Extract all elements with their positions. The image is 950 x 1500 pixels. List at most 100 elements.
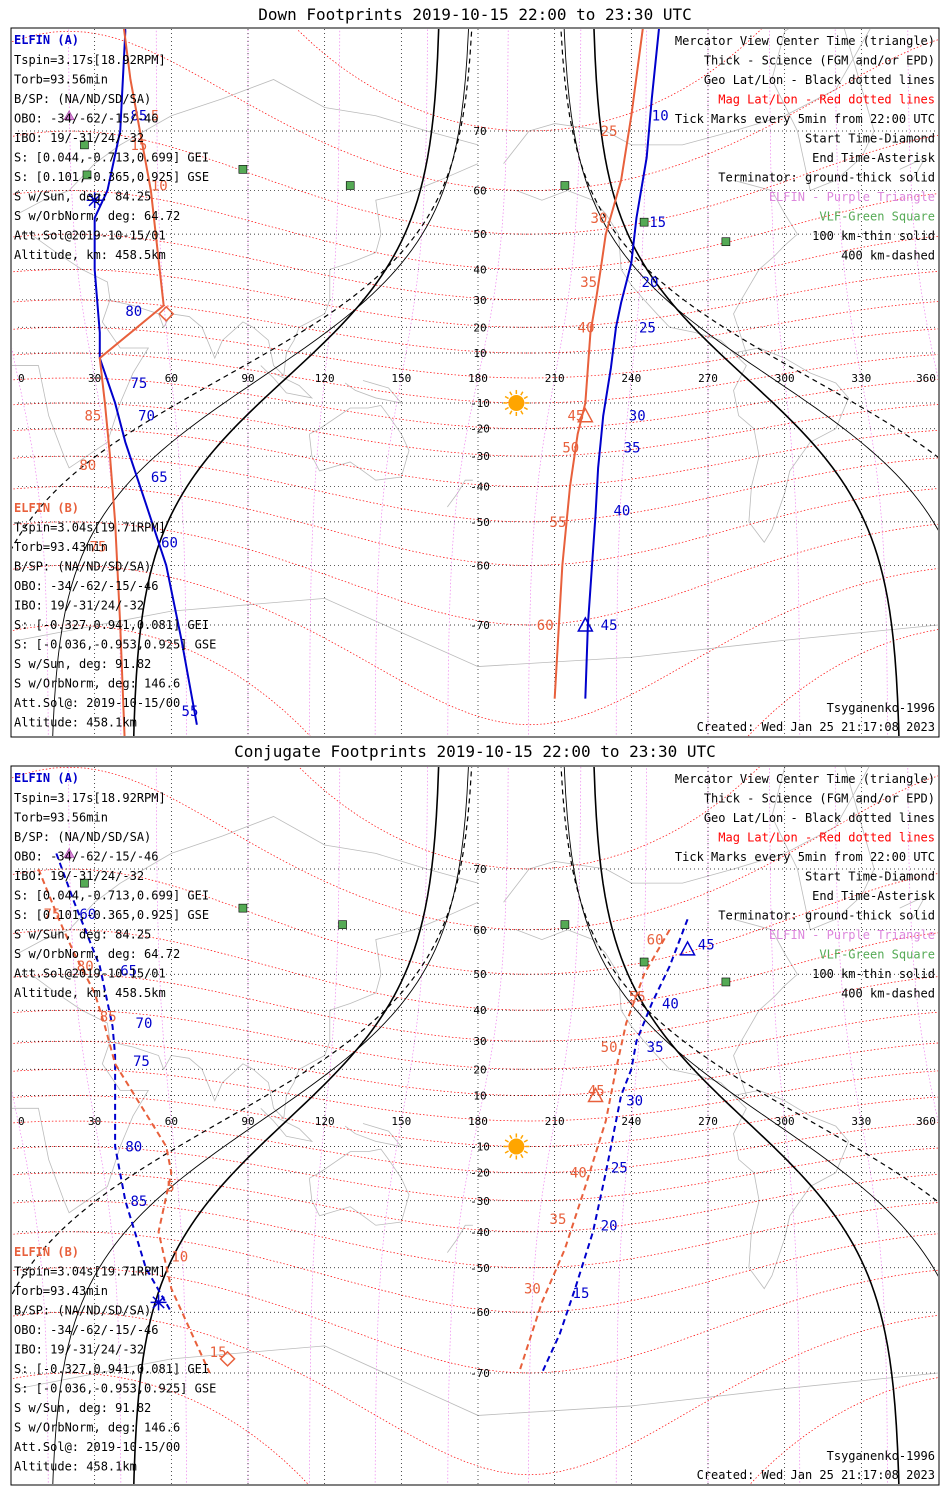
footer-created: Created: Wed Jan 25 21:17:08 2023: [697, 720, 935, 734]
mag-lat-line: [12, 455, 938, 523]
lon-tick-label: 270: [698, 372, 718, 385]
mag-lat-line: [12, 190, 938, 270]
coastline: [17, 816, 479, 954]
track-time-label: 30: [524, 1282, 541, 1298]
lat-tick-label: 30: [473, 294, 486, 307]
sun-ray: [504, 406, 509, 411]
sun-icon: [503, 389, 530, 416]
panel-frame: [10, 765, 940, 1486]
lat-tick-labels: 70 60 50 40 30 20 10 -10 -20 -30 -40 -50 -60 -70: [470, 125, 490, 632]
mag-lat-line: [298, 767, 760, 870]
mag-lat-line: [12, 1200, 938, 1269]
mag-lat-line: [12, 929, 938, 1011]
lon-tick-label: 330: [851, 1115, 871, 1128]
elfin-a-info-line: Tspin=3.17s[18.92RPM]: [14, 53, 166, 67]
elfin-a-title: ELFIN (A): [14, 33, 79, 47]
lon-tick-label: 0: [18, 372, 25, 385]
coastline: [308, 405, 410, 481]
track-time-label: 15: [573, 1286, 590, 1302]
legend-entry: Terminator: ground-thick solid: [718, 909, 935, 923]
mag-lat-line: [12, 1172, 938, 1233]
mag-lon-line: [68, 767, 122, 1484]
elfin-a-info-line: B/SP: (NA/ND/SD/SA): [14, 830, 151, 844]
elfin-b-info-line: S: [-0.327,0.941,0.081] GEI: [14, 1362, 209, 1376]
lat-tick-label: 40: [473, 263, 486, 276]
elfin-a-info-line: IBO: 19/-31/24/-32: [14, 131, 144, 145]
elfin-a-info: ELFIN (A) Tspin=3.17s[18.92RPM] Torb=93.56…: [14, 771, 209, 1000]
mag-lon-line: [447, 767, 509, 1484]
mag-lat-line: [296, 29, 762, 132]
track-time-label: 35: [624, 441, 641, 457]
start-diamond-icon: [219, 1350, 236, 1367]
mag-lat-line: [12, 973, 938, 1042]
coastlines: [12, 767, 938, 1416]
lon-tick-label: 90: [241, 1115, 254, 1128]
elfin-a-info-line: S w/OrbNorm, deg: 64.72: [14, 947, 180, 961]
mag-lon-line: [907, 29, 938, 380]
lat-tick-label: -60: [470, 559, 490, 572]
elfin-b-info-line: S: [-0.036,-0.953,0.925] GSE: [14, 638, 216, 652]
legend-entry: Mag Lat/Lon - Red dotted lines: [718, 93, 935, 107]
tracks: 10 15 20 25 30 35 40 45 25 30 35 40 45 50 55 60 85 80 75 70…: [79, 29, 669, 736]
legend-entry: VLF-Green Square: [819, 210, 935, 224]
mag-lon-line: [769, 767, 801, 1484]
legend-entry: Geo Lat/Lon - Black dotted lines: [704, 73, 935, 87]
track-time-label: 75: [130, 376, 147, 392]
legend-entry: Mercator View Center Time (triangle): [675, 34, 935, 48]
panel-1: Down Footprints 2019-10-15 22:00 to 23:3…: [10, 5, 940, 738]
terminator-400km: [12, 767, 473, 1296]
track-time-label: 10: [151, 179, 168, 195]
center-time-triangle-icon: [577, 407, 594, 423]
legend-entry: VLF-Green Square: [819, 948, 935, 962]
track-time-label: 85: [84, 409, 101, 425]
track-time-label: 10: [171, 1249, 188, 1265]
track-time-label: 40: [662, 997, 679, 1013]
sun-ray: [520, 410, 524, 415]
track-time-label: 85: [130, 109, 147, 125]
vlf-square-icon: [560, 181, 570, 190]
mag-lon-line: [12, 1090, 49, 1484]
legend: Mercator View Center Time (triangle) Thic…: [675, 772, 936, 1001]
footer-model: Tsyganenko-1996: [827, 1449, 935, 1463]
coastline: [447, 479, 473, 508]
lat-tick-label: 30: [473, 1035, 486, 1048]
track-time-label: 60: [79, 907, 96, 923]
coastline: [260, 365, 314, 399]
track-time-label: 45: [698, 937, 715, 953]
sun-icon: [503, 1133, 530, 1160]
legend-entry: Mercator View Center Time (triangle): [675, 772, 935, 786]
elfin-b-title: ELFIN (B): [14, 1245, 79, 1259]
lat-tick-label: 60: [473, 924, 486, 937]
track-time-label: 35: [580, 275, 597, 291]
mag-lat-line: [12, 269, 938, 328]
mag-lat-line: [12, 1372, 938, 1484]
track-time-label: 75: [133, 1054, 150, 1070]
mag-lat-line: [12, 233, 938, 301]
track-time-label: 55: [629, 990, 646, 1006]
legend-entry: 400 km-dashed: [841, 249, 935, 263]
terminator-400km: [12, 29, 473, 550]
mag-lon-line: [374, 767, 428, 1484]
elfin-b-info-line: Att.Sol@: 2019-10-15/00: [14, 1440, 180, 1454]
track-time-label: 85: [130, 1194, 147, 1210]
track-time-label: 75: [90, 540, 107, 556]
coastline: [17, 79, 479, 215]
map-area: 0 30 60 90 120 150 180 210 240 270 300 330 360706050…: [12, 29, 938, 736]
track: 60 65 70 75 80 85: [55, 853, 173, 1313]
track-line: [540, 918, 689, 1374]
sun-ray: [509, 391, 513, 396]
lat-tick-label: -40: [470, 481, 490, 494]
elfin-triangle-icon: [63, 110, 75, 121]
mag-lon-line: [155, 767, 187, 1484]
vlf-square-icon: [238, 903, 248, 913]
track-time-label: 15: [130, 138, 147, 154]
coastline: [771, 767, 875, 931]
track-time-label: 45: [601, 618, 618, 634]
lon-tick-label: 360: [916, 372, 936, 385]
sun-disc: [508, 1138, 525, 1155]
elfin-b-info-line: S: [-0.327,0.941,0.081] GEI: [14, 618, 209, 632]
legend-entry: Tick Marks every 5min from 22:00 UTC: [675, 112, 935, 126]
elfin-b-info-line: Altitude: 458.1km: [14, 1460, 137, 1474]
coastline: [107, 163, 479, 377]
terminator-100km: [563, 29, 938, 531]
